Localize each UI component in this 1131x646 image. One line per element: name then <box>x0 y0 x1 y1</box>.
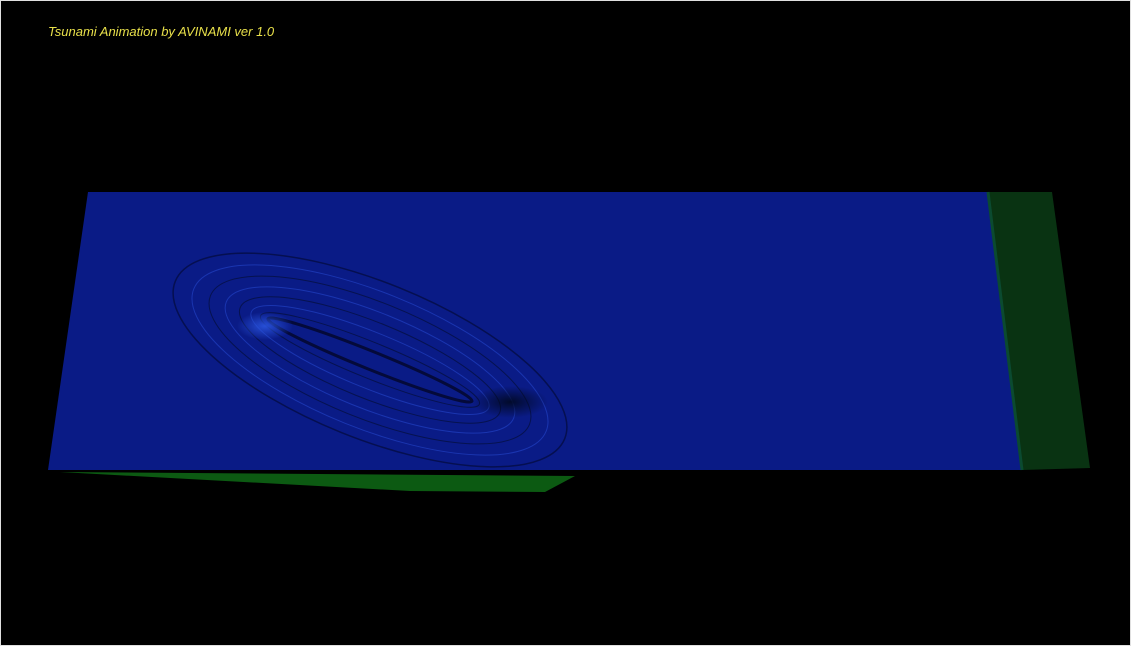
title: Tsunami Animation by AVINAMI ver 1.0 <box>48 24 275 39</box>
crest-peak <box>237 312 293 340</box>
trough <box>472 386 548 418</box>
sea-surface <box>48 192 1022 470</box>
page: {"header": {"title": "Tsunami Animation … <box>0 0 1131 646</box>
viewport: Tsunami Animation by AVINAMI ver 1.0 <box>0 0 1131 646</box>
